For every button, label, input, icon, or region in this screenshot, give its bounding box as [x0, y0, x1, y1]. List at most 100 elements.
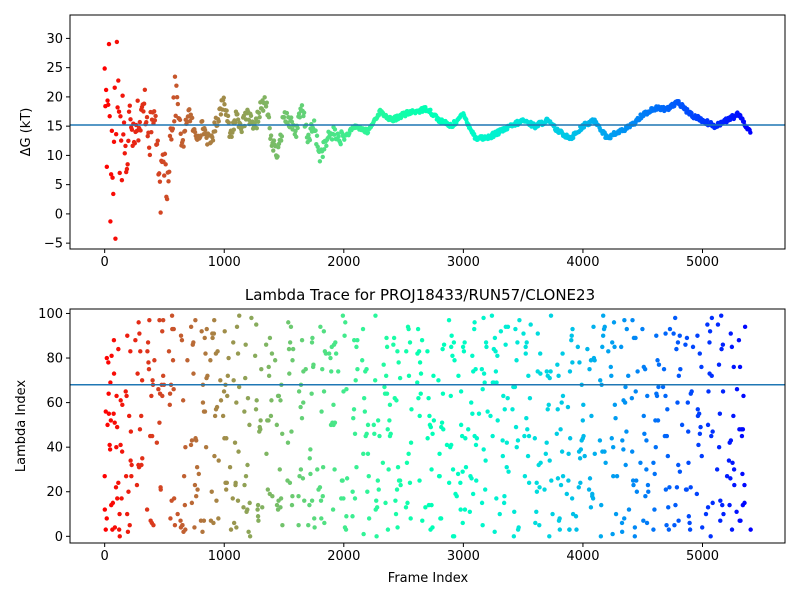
lambda-point	[332, 467, 337, 472]
lambda-point	[644, 520, 650, 526]
lambda-point	[622, 400, 628, 405]
lambda-point	[200, 529, 205, 535]
lambda-point	[233, 480, 238, 486]
lambda-point	[221, 389, 227, 394]
lambda-point	[624, 326, 629, 332]
delta-g-point	[118, 114, 123, 119]
lambda-point	[252, 353, 258, 358]
lambda-point	[415, 326, 421, 332]
lambda-point	[469, 400, 474, 405]
delta-g-point	[254, 125, 259, 131]
lambda-point	[129, 462, 134, 468]
lambda-point	[160, 329, 165, 334]
lambda-point	[635, 369, 640, 374]
lambda-point	[534, 480, 539, 486]
lambda-point	[366, 473, 371, 479]
lambda-point	[343, 320, 348, 325]
lambda-point	[460, 344, 466, 350]
lambda-point	[246, 529, 251, 535]
lambda-point	[525, 453, 531, 459]
delta-g-point	[146, 145, 152, 150]
lambda-point	[406, 326, 411, 332]
x-tick-label: 4000	[566, 255, 599, 270]
lambda-point	[705, 422, 711, 428]
lambda-point	[423, 505, 428, 510]
lambda-point	[512, 384, 518, 390]
delta-g-point	[267, 126, 272, 131]
delta-g-point	[180, 138, 186, 143]
delta-g-point	[294, 134, 299, 140]
lambda-point	[106, 360, 111, 365]
lambda-point	[684, 335, 690, 341]
lambda-point	[126, 413, 132, 419]
lambda-point	[109, 353, 114, 358]
lambda-point	[522, 473, 528, 479]
lambda-point	[463, 436, 468, 441]
lambda-point	[318, 498, 324, 503]
lambda-point	[461, 349, 467, 354]
lambda-point	[715, 322, 721, 327]
lambda-point	[289, 502, 295, 508]
lambda-point	[323, 351, 329, 356]
lambda-point	[364, 431, 369, 436]
lambda-point	[620, 438, 625, 443]
lambda-point	[547, 375, 552, 381]
y-tick-label: 15	[46, 120, 63, 135]
lambda-point	[274, 502, 280, 508]
lambda-point	[192, 525, 197, 530]
lambda-point	[320, 465, 326, 470]
lambda-point	[672, 315, 678, 321]
lambda-point	[493, 369, 499, 374]
lambda-point	[419, 338, 425, 343]
lambda-point	[611, 473, 616, 479]
delta-g-point	[106, 41, 112, 47]
lambda-point	[185, 358, 190, 363]
lambda-point	[598, 534, 604, 539]
delta-g-point	[151, 109, 157, 114]
lambda-point	[675, 340, 681, 345]
lambda-point	[444, 442, 450, 448]
lambda-point	[191, 371, 196, 376]
lambda-point	[523, 351, 528, 356]
lambda-point	[269, 351, 275, 356]
delta-g-point	[231, 127, 237, 132]
lambda-point	[586, 487, 592, 492]
delta-g-x-ticks: 0 1000 2000 3000 4000 5000	[101, 249, 719, 270]
lambda-point	[489, 313, 495, 318]
lambda-point	[243, 473, 249, 479]
lambda-point	[189, 438, 195, 443]
lambda-point	[180, 398, 186, 403]
lambda-point	[591, 324, 596, 330]
lambda-point	[709, 433, 714, 439]
lambda-point	[742, 500, 747, 506]
delta-g-point	[154, 142, 160, 147]
delta-g-point	[313, 128, 318, 133]
lambda-point	[243, 342, 248, 347]
lambda-point	[626, 373, 631, 379]
lambda-point	[428, 424, 434, 430]
lambda-point	[557, 527, 563, 532]
lambda-point	[729, 344, 735, 350]
lambda-point	[169, 313, 175, 318]
lambda-point	[538, 460, 543, 465]
lambda-point	[330, 507, 336, 512]
lambda-point	[504, 465, 509, 470]
lambda-point	[653, 444, 658, 450]
delta-g-point	[118, 138, 124, 143]
lambda-point	[145, 340, 151, 345]
delta-g-point	[235, 111, 240, 117]
lambda-point	[630, 449, 635, 454]
lambda-point	[299, 416, 305, 421]
delta-g-point	[192, 130, 198, 135]
lambda-point	[102, 507, 108, 512]
lambda-point	[740, 427, 746, 432]
lambda-point	[566, 451, 571, 457]
lambda-point	[675, 400, 680, 405]
lambda-point	[501, 393, 506, 399]
lambda-point	[642, 431, 647, 436]
lambda-points	[102, 313, 753, 539]
lambda-point	[467, 509, 473, 514]
lambda-point	[652, 471, 657, 477]
delta-g-point	[108, 219, 113, 224]
